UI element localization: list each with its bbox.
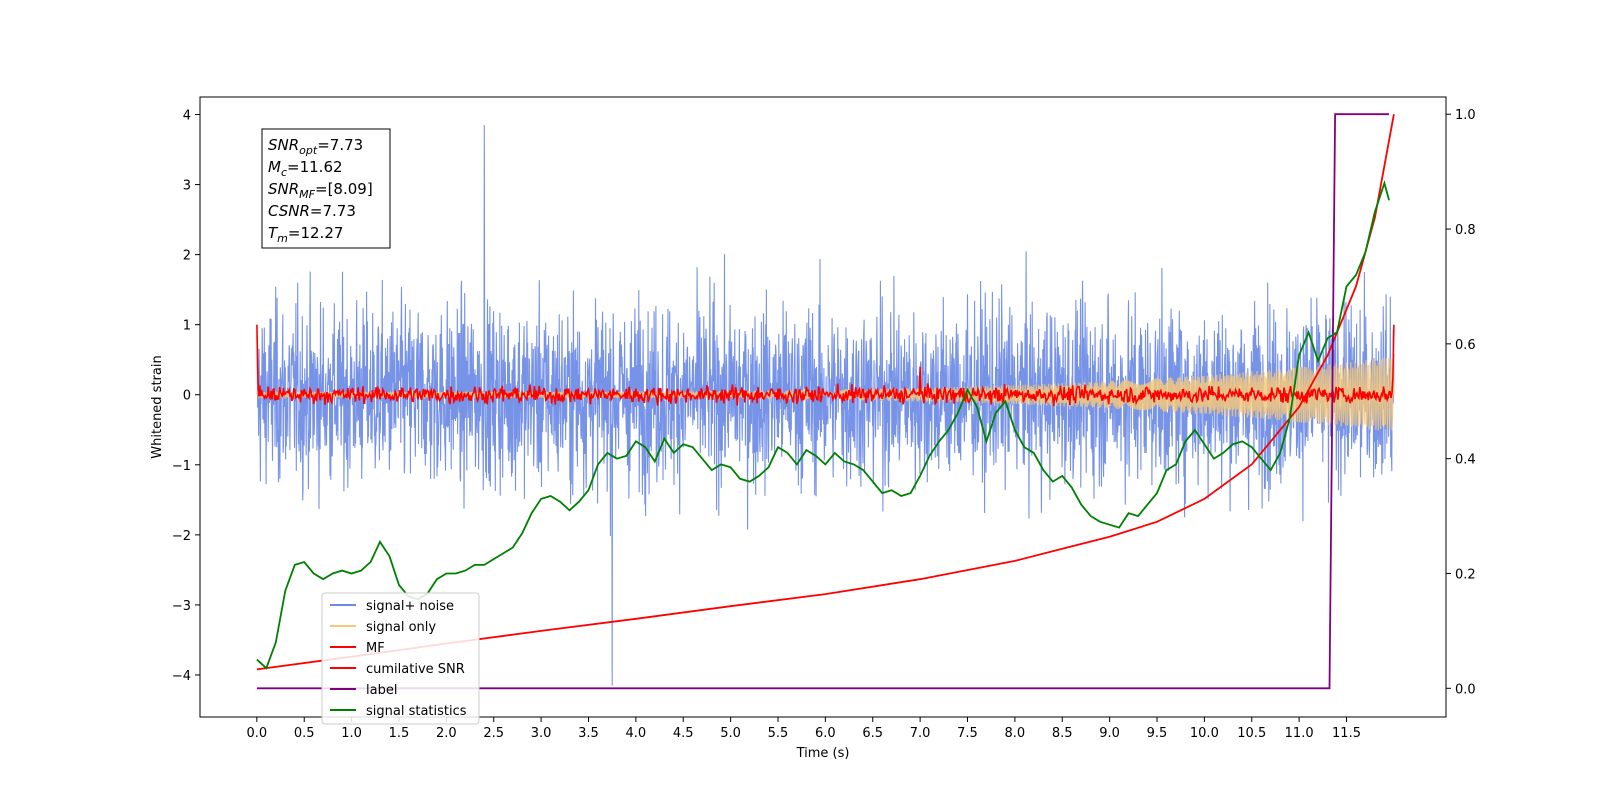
y-tick-label: −4 xyxy=(172,669,191,684)
x-tick-label: 6.0 xyxy=(815,726,836,741)
plot-frame xyxy=(199,96,1447,718)
y-tick-label: 0 xyxy=(183,389,191,404)
y2-tick-label: 0.0 xyxy=(1455,682,1476,697)
plot-series xyxy=(256,113,1395,690)
x-axis: 0.0 0.5 1.0 1.5 2.0 2.5 3.0 3.5 4.0 4.5 5.0 5.5 6.0 6… xyxy=(247,717,1361,741)
legend-frame xyxy=(321,592,480,725)
x-tick-label: 8.5 xyxy=(1052,726,1073,741)
x-tick-label: 5.0 xyxy=(720,726,741,741)
annotation-frame xyxy=(261,128,391,249)
y-tick-label: −3 xyxy=(172,599,191,614)
x-tick-label: 0.5 xyxy=(294,726,315,741)
series-label xyxy=(256,113,1390,690)
x-tick-label: 9.5 xyxy=(1147,726,1168,741)
annotation-line: Tm=12.27 xyxy=(268,224,343,245)
legend-label: label xyxy=(366,683,397,698)
y-tick-label: −2 xyxy=(172,529,191,544)
legend-label: signal statistics xyxy=(366,704,467,719)
x-tick-label: 1.0 xyxy=(341,726,362,741)
x-tick-label: 2.5 xyxy=(483,726,504,741)
legend-label: signal only xyxy=(366,620,436,635)
x-tick-label: 11.0 xyxy=(1285,726,1314,741)
y2-tick-label: 0.8 xyxy=(1455,223,1476,238)
x-tick-label: 5.5 xyxy=(768,726,789,741)
y-tick-label: 4 xyxy=(183,109,191,124)
y-axis-right: 0.0 0.2 0.4 0.6 0.8 1.0 xyxy=(1446,108,1476,697)
legend-label: MF xyxy=(366,641,385,656)
x-axis-label: Time (s) xyxy=(796,746,850,761)
annotation-line: Mc=11.62 xyxy=(268,158,343,179)
y2-tick-label: 0.6 xyxy=(1455,338,1476,353)
annotation-line: CSNR=7.73 xyxy=(268,202,356,220)
y-tick-label: 1 xyxy=(183,319,191,334)
y-tick-label: −1 xyxy=(172,459,191,474)
y2-tick-label: 0.2 xyxy=(1455,567,1476,582)
y-axis-label: Whitened strain xyxy=(150,355,165,458)
legend-label: signal+ noise xyxy=(366,599,454,614)
annotation-line: SNRMF=[8.09] xyxy=(268,180,373,201)
x-tick-label: 3.0 xyxy=(531,726,552,741)
y2-tick-label: 1.0 xyxy=(1455,108,1476,123)
x-tick-label: 10.0 xyxy=(1190,726,1219,741)
x-tick-label: 6.5 xyxy=(862,726,883,741)
x-tick-label: 8.0 xyxy=(1005,726,1026,741)
x-tick-label: 7.0 xyxy=(910,726,931,741)
x-tick-label: 2.0 xyxy=(436,726,457,741)
y-tick-label: 3 xyxy=(183,179,191,194)
stats-annotation-box: SNRopt=7.73Mc=11.62SNRMF=[8.09]CSNR=7.73… xyxy=(261,128,391,249)
series-cumulative-snr xyxy=(256,114,1395,671)
x-tick-label: 3.5 xyxy=(578,726,599,741)
legend: signal+ noise signal only MF cumilative SNR… xyxy=(321,592,480,725)
legend-label: cumilative SNR xyxy=(366,662,465,677)
series-signal-statistics xyxy=(256,179,1390,670)
x-tick-label: 9.0 xyxy=(1099,726,1120,741)
annotation-line: SNRopt=7.73 xyxy=(268,136,363,157)
y2-tick-label: 0.4 xyxy=(1455,453,1476,468)
series-mf xyxy=(256,324,1395,407)
y-axis-left: −4 −3 −2 −1 0 1 2 3 4 xyxy=(172,109,200,684)
x-tick-label: 10.5 xyxy=(1237,726,1266,741)
y-tick-label: 2 xyxy=(183,249,191,264)
x-tick-label: 0.0 xyxy=(247,726,268,741)
x-tick-label: 4.5 xyxy=(673,726,694,741)
x-tick-label: 4.0 xyxy=(626,726,647,741)
x-tick-label: 1.5 xyxy=(389,726,410,741)
x-tick-label: 7.5 xyxy=(957,726,978,741)
x-tick-label: 11.5 xyxy=(1332,726,1361,741)
